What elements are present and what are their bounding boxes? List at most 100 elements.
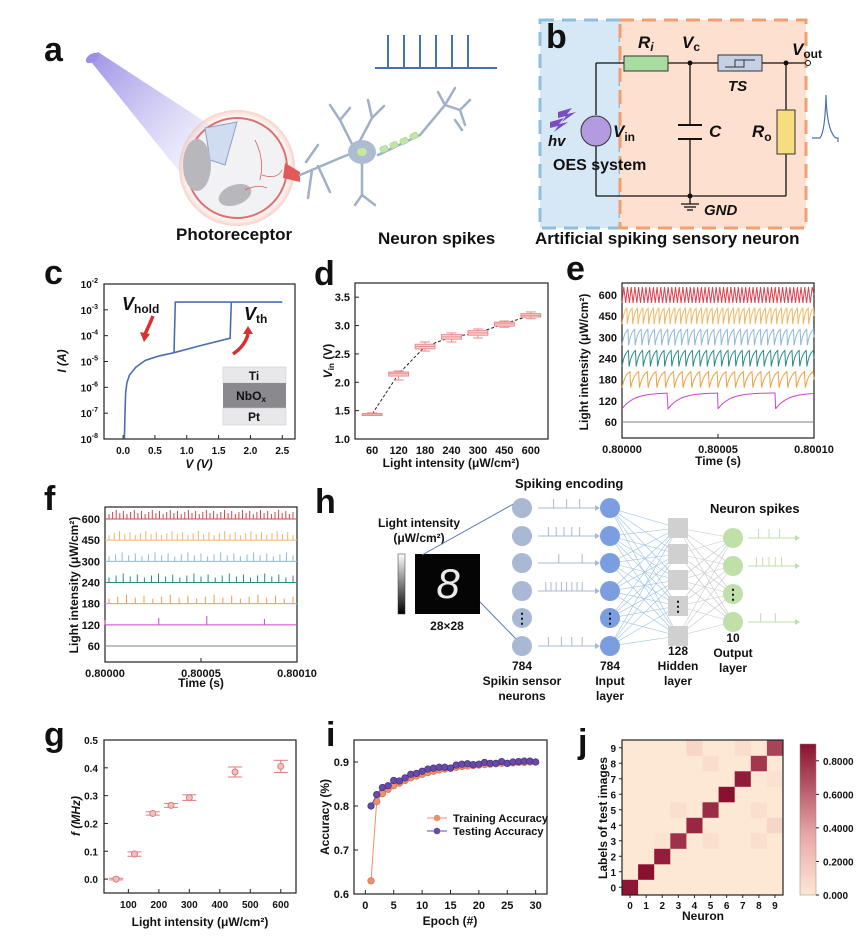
heatmap-cell: [766, 879, 784, 896]
trace-180: [105, 594, 297, 605]
heatmap-cell: [622, 864, 639, 880]
heatmap-cell: [638, 879, 655, 896]
panel-label-a: a: [44, 31, 63, 69]
layer-name: layer: [719, 661, 747, 675]
sensor-neuron: [512, 636, 532, 656]
vhold-arrow-icon: [143, 315, 155, 335]
hv-label: hv: [548, 133, 567, 150]
panel-label-e: e: [566, 250, 585, 288]
connection: [677, 537, 734, 607]
arrow-icon: [795, 563, 800, 569]
heatmap-cell: [638, 802, 655, 818]
data-point: [446, 764, 455, 772]
output-neuron: [723, 584, 743, 604]
panel-a-illustration: [85, 35, 497, 226]
layer-name: neurons: [498, 689, 546, 703]
legend-marker: [433, 827, 441, 835]
device-stack-inset: Ti NbOx Pt: [222, 366, 287, 426]
y-tick-label: 60: [88, 641, 100, 653]
connection: [677, 565, 734, 637]
iv-curve: [123, 301, 283, 440]
data-point: [401, 774, 409, 782]
arrow-icon: [595, 588, 600, 594]
data-point: [164, 801, 179, 809]
connection: [677, 527, 734, 595]
y-tick-label: 120: [82, 620, 100, 632]
y-tick-label: 0.7: [334, 845, 349, 857]
colorbar-tick-label: 0.000: [823, 891, 848, 902]
artificial-neuron-caption: Artificial spiking sensory neuron: [535, 229, 800, 248]
box-plot: [467, 328, 489, 339]
x-tick-label: 6: [724, 901, 730, 912]
x-tick-label: 60: [366, 445, 378, 457]
c-xlabel: V (V): [185, 457, 212, 471]
layer-count: 784: [512, 659, 532, 673]
y-tick-label: 60: [605, 417, 617, 429]
x-tick-label: 7: [740, 901, 746, 912]
ellipsis-icon: ⋮: [671, 598, 685, 614]
heatmap-cell: [622, 879, 639, 896]
e-xlabel: Time (s): [695, 454, 741, 468]
chart-i: i 0.6 0.7 0.8 0.9 0 5 10 15 20 25 30 Training Acc…: [318, 716, 549, 928]
y-tick-label: 240: [82, 578, 100, 590]
chart-c: c 10-8 10-7 10-6 10-5 10-4 10-3 10-2 0.0 0.5 1.0…: [44, 254, 296, 471]
heatmap-cell: [670, 755, 687, 772]
box-plot: [520, 311, 542, 320]
svg-text:Vout: Vout: [792, 40, 822, 61]
heatmap-cell: [702, 740, 719, 756]
hidden-neuron: [668, 626, 688, 646]
chart-f: f 600 450 300 240 180 120 60 0.80000 0.80005 0.8…: [44, 480, 317, 690]
box-plot: [441, 332, 462, 343]
marker: [231, 768, 239, 776]
heatmap-cell: [718, 802, 735, 818]
heatmap-cell: [702, 817, 719, 834]
connection: [609, 579, 679, 592]
x-tick-label: 400: [211, 900, 228, 911]
light-bolt-icon: [550, 108, 576, 132]
x-tick-label: 10: [416, 900, 428, 912]
x-tick-label: 450: [495, 445, 513, 457]
connection: [609, 507, 679, 581]
marker: [149, 809, 157, 817]
series-testing: [367, 757, 540, 810]
sensor-neuron: [512, 498, 532, 518]
panel-label-c: c: [44, 254, 63, 292]
resistor-ri: [623, 55, 669, 72]
panel-label-f: f: [44, 480, 56, 518]
heatmap-cell: [670, 740, 687, 756]
trace-180: [621, 370, 815, 388]
c-ylabel: I (A): [55, 349, 69, 372]
marker: [167, 801, 175, 809]
ellipsis-icon: ⋮: [603, 610, 617, 626]
heatmap-cell: [622, 786, 639, 803]
g-ylabel: f (MHz): [69, 796, 83, 836]
connection: [677, 527, 734, 623]
x-tick-label: 180: [416, 445, 434, 457]
sensor-neuron: [512, 581, 532, 601]
heatmap-cell: [622, 833, 639, 849]
output-spike-train: [748, 613, 800, 625]
heatmap-cell: [734, 740, 752, 756]
f-xlabel: Time (s): [178, 676, 224, 690]
f-ylabel: Light intensity (μW/cm²): [67, 517, 81, 654]
light-source-vin: [580, 115, 612, 147]
heatmap-cell: [734, 864, 752, 880]
input-neuron: [600, 608, 620, 628]
x-tick-label: 0.0: [116, 446, 130, 457]
connection: [609, 527, 679, 619]
x-tick-label: 0.80005: [181, 668, 221, 680]
heatmap-cell: [750, 771, 768, 787]
trace-600: [105, 510, 297, 520]
output-neuron: [723, 556, 743, 576]
connection: [609, 527, 679, 564]
x-tick-label: 300: [181, 900, 198, 911]
intensity-colorbar: [397, 553, 406, 615]
input-neuron: [600, 498, 620, 518]
panel-g: g 0.0 0.1 0.2 0.3 0.4 0.5 100 200 300 400 500 600 …: [0, 710, 310, 931]
heatmap-cell: [702, 755, 719, 772]
heatmap-cell: [686, 755, 703, 772]
x-tick-label: 25: [501, 900, 513, 912]
x-tick-label: 9: [772, 901, 778, 912]
